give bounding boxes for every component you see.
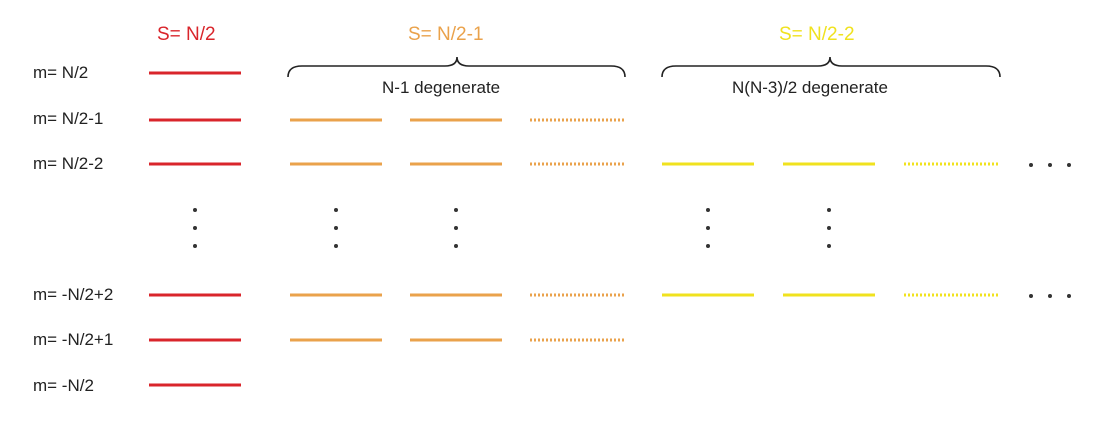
header-s-n2: S= N/2 [157, 24, 216, 45]
degeneracy-label-s2: N-1 degenerate [382, 78, 501, 97]
m-label: m= -N/2+2 [33, 285, 114, 304]
ellipsis-horizontal [1029, 163, 1071, 298]
m-label: m= -N/2+1 [33, 330, 114, 349]
header-s-n2-minus-2: S= N/2-2 [779, 24, 855, 45]
degeneracy-label-s3: N(N-3)/2 degenerate [732, 78, 888, 97]
m-label: m= N/2-2 [33, 154, 104, 173]
header-s-n2-minus-1: S= N/2-1 [408, 24, 484, 45]
levels-s3 [662, 162, 875, 297]
levels-s2 [290, 118, 502, 342]
brace-s3 [661, 56, 1001, 78]
brace-s2 [287, 56, 626, 78]
m-label: m= -N/2 [33, 376, 94, 395]
dotted-levels-s3 [904, 162, 998, 297]
dotted-levels-s2 [530, 118, 625, 342]
ellipsis-vertical [193, 208, 831, 248]
m-label: m= N/2 [33, 63, 89, 82]
m-label: m= N/2-1 [33, 109, 104, 128]
